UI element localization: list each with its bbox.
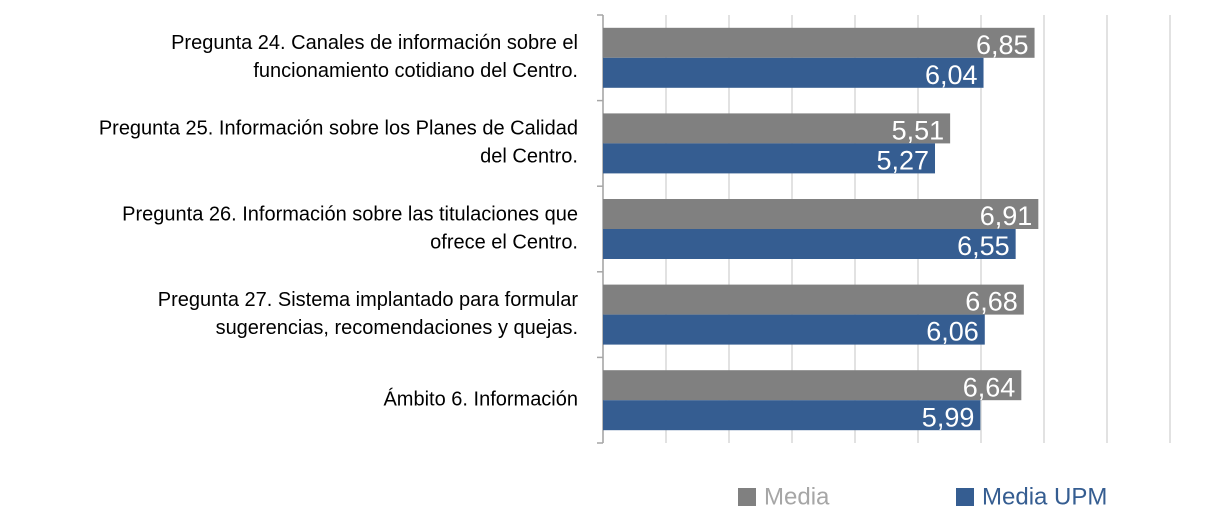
y-tick-label: Pregunta 27. Sistema implantado para for… [158, 289, 579, 311]
bar [603, 229, 1016, 259]
value-label: 6,64 [963, 372, 1016, 402]
y-tick-label: ofrece el Centro. [430, 231, 578, 253]
legend-label: Media [764, 483, 830, 510]
value-label: 6,55 [957, 231, 1010, 261]
y-tick-label: Ámbito 6. Información [383, 387, 578, 410]
y-tick-label: Pregunta 26. Información sobre las titul… [122, 203, 578, 225]
value-label: 6,85 [976, 30, 1029, 60]
bar [603, 284, 1024, 315]
y-tick-label: Pregunta 25. Información sobre los Plane… [99, 118, 578, 140]
value-label: 5,27 [876, 146, 929, 176]
legend-swatch [738, 488, 756, 506]
bar [603, 199, 1039, 229]
y-tick-label: funcionamiento cotidiano del Centro. [253, 60, 578, 82]
y-tick-label: sugerencias, recomendaciones y quejas. [216, 317, 578, 339]
y-tick-label: Pregunta 24. Canales de información sobr… [171, 32, 578, 54]
y-tick-label: del Centro. [480, 146, 578, 168]
legend-swatch [956, 488, 974, 506]
value-label: 6,04 [925, 60, 978, 90]
value-label: 6,91 [980, 201, 1033, 231]
bar [603, 314, 985, 345]
bar [603, 27, 1035, 58]
bar [603, 370, 1022, 401]
value-label: 5,99 [922, 402, 975, 432]
bar [603, 143, 936, 174]
bar [603, 400, 981, 431]
legend-label: Media UPM [982, 483, 1107, 510]
bar [603, 113, 951, 144]
value-label: 6,68 [965, 287, 1018, 317]
bar [603, 57, 984, 88]
value-label: 5,51 [892, 116, 945, 146]
value-label: 6,06 [926, 317, 979, 347]
